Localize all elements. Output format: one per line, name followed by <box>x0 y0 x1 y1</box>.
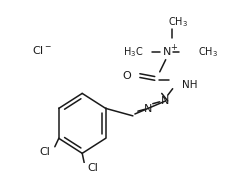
Text: CH$_3$: CH$_3$ <box>197 45 217 59</box>
Text: N: N <box>160 96 168 106</box>
Text: Cl$^-$: Cl$^-$ <box>32 44 52 56</box>
Text: N: N <box>143 104 151 114</box>
Text: H$_3$C: H$_3$C <box>122 45 142 59</box>
Text: Cl: Cl <box>87 163 98 173</box>
Text: +: + <box>169 43 176 52</box>
Text: O: O <box>122 71 131 81</box>
Text: CH$_3$: CH$_3$ <box>167 15 187 29</box>
Text: N: N <box>162 47 170 57</box>
Text: Cl: Cl <box>39 147 50 157</box>
Text: NH: NH <box>181 80 196 90</box>
